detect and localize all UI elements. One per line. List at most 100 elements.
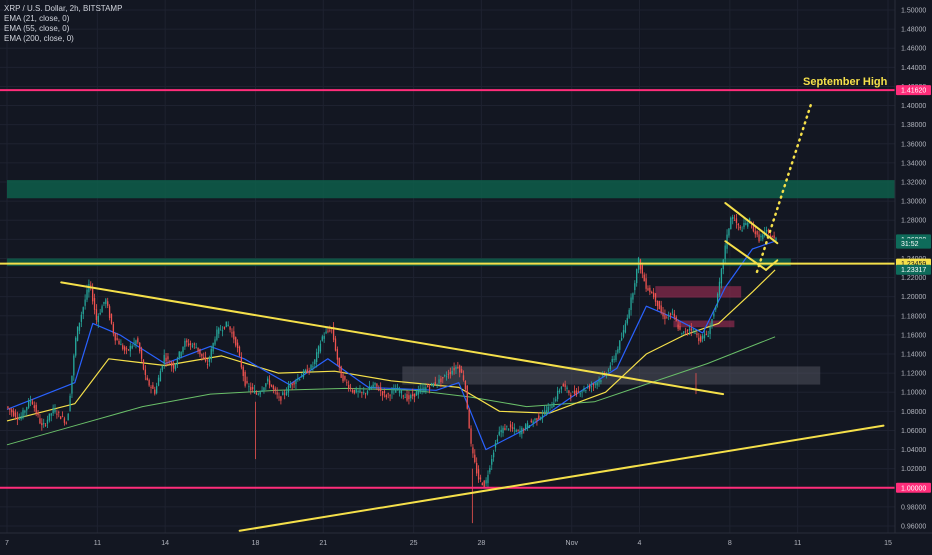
- candle: [773, 231, 775, 240]
- symbol-title[interactable]: XRP / U.S. Dollar, 2h, BITSTAMP: [4, 4, 123, 13]
- candle: [413, 393, 416, 403]
- candle-body: [624, 323, 627, 333]
- candle-body: [61, 416, 64, 418]
- candle: [61, 411, 64, 418]
- time-tick-label: 14: [161, 540, 169, 547]
- trend-lines: [60, 102, 885, 532]
- candle: [728, 228, 730, 238]
- candle: [555, 396, 557, 403]
- candle: [587, 383, 589, 389]
- candle-body: [212, 343, 214, 352]
- candle: [348, 380, 350, 392]
- candle-body: [395, 389, 397, 393]
- candle-body: [259, 392, 261, 395]
- candle-body: [41, 423, 43, 426]
- candle: [455, 364, 457, 374]
- candle: [295, 378, 297, 390]
- price-axis[interactable]: 1.500001.480001.460001.440001.420001.400…: [894, 0, 932, 550]
- candle-body: [430, 383, 433, 385]
- price-tick-label: 0.96000: [901, 524, 926, 531]
- candle: [660, 300, 662, 315]
- indicator-ema-21[interactable]: EMA (21, close, 0): [4, 14, 70, 23]
- indicator-ema-200[interactable]: EMA (200, close, 0): [4, 34, 74, 43]
- candle: [619, 340, 621, 354]
- candle-body: [291, 383, 293, 386]
- candle: [12, 407, 15, 418]
- candle-body: [86, 289, 88, 300]
- candle-body: [651, 292, 653, 294]
- candle: [681, 332, 683, 336]
- candle-body: [165, 357, 167, 362]
- price-tick-label: 1.04000: [901, 447, 926, 454]
- candle-body: [252, 387, 254, 390]
- candle: [299, 378, 301, 381]
- candle: [240, 352, 243, 370]
- candle: [278, 392, 280, 402]
- candle-body: [159, 371, 162, 382]
- candle: [159, 368, 162, 382]
- candle: [188, 339, 190, 347]
- candle: [496, 434, 499, 445]
- candle-body: [155, 386, 158, 394]
- candle: [171, 360, 173, 372]
- candle-body: [398, 391, 401, 393]
- candle-body: [733, 220, 736, 221]
- candle: [459, 364, 461, 378]
- candle: [573, 385, 576, 397]
- candle-body: [724, 245, 726, 260]
- candle-body: [154, 389, 156, 394]
- candle-body: [664, 314, 666, 319]
- time-tick-label: 7: [5, 540, 9, 547]
- candle: [511, 421, 514, 432]
- candle-body: [248, 386, 250, 388]
- candle-body: [44, 424, 47, 426]
- candle: [613, 355, 615, 363]
- candle: [636, 268, 638, 287]
- candle-body: [193, 343, 195, 345]
- candle-body: [745, 223, 747, 225]
- candle-body: [363, 392, 365, 394]
- candle: [600, 379, 602, 385]
- projection-dotted-line: [755, 102, 813, 274]
- time-tick-label: 11: [794, 540, 801, 547]
- candle-body: [681, 332, 683, 334]
- candle-body: [131, 345, 133, 349]
- candle-body: [105, 299, 107, 304]
- candle: [282, 390, 284, 396]
- candle-body: [526, 422, 529, 429]
- candle-body: [332, 326, 335, 340]
- candle: [588, 383, 591, 392]
- candle: [442, 376, 444, 384]
- candle-body: [20, 416, 22, 420]
- candle: [666, 315, 668, 319]
- candle: [570, 392, 572, 402]
- candle: [686, 329, 689, 336]
- candle-body: [705, 333, 707, 335]
- candle-body: [472, 447, 474, 454]
- candle: [677, 319, 679, 332]
- candle-body: [628, 309, 630, 318]
- candle-body: [135, 340, 137, 345]
- candle: [252, 383, 254, 393]
- trend-line-1: [238, 424, 885, 532]
- candle-body: [662, 312, 664, 317]
- candle-body: [696, 333, 698, 336]
- candle-body: [378, 389, 380, 391]
- time-axis[interactable]: 7 11 14 18 21 25 28 Nov 4 8 11 15: [0, 532, 932, 550]
- candle: [59, 416, 62, 420]
- candle: [598, 376, 600, 387]
- candle-body: [487, 474, 489, 484]
- candle-body: [442, 377, 444, 379]
- candle: [297, 374, 299, 382]
- candle: [632, 292, 634, 304]
- candle-body: [679, 326, 681, 330]
- candle: [41, 418, 43, 431]
- price-tag-value: 1.41620: [901, 88, 926, 95]
- candle: [218, 326, 220, 338]
- candle: [274, 386, 276, 395]
- candle-body: [75, 337, 77, 356]
- candle-body: [33, 405, 35, 409]
- indicator-ema-55[interactable]: EMA (55, close, 0): [4, 24, 70, 33]
